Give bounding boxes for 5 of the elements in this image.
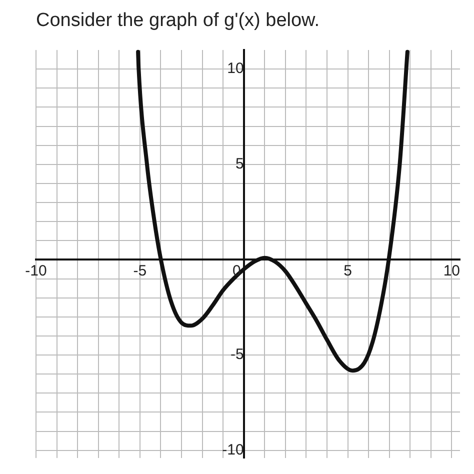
x-tick-label: 5 (344, 262, 352, 280)
x-tick-label: -10 (25, 262, 47, 280)
x-tick-label: -5 (133, 262, 147, 280)
chart-title: Consider the graph of g'(x) below. (36, 10, 320, 32)
x-tick-label: 10 (443, 262, 460, 280)
